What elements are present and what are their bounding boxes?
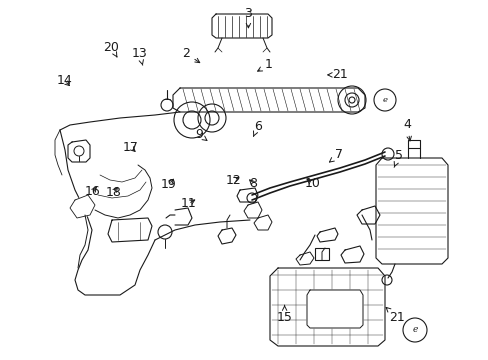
Text: 14: 14 <box>57 75 72 87</box>
Text: 16: 16 <box>85 185 101 198</box>
Text: 9: 9 <box>195 129 206 141</box>
FancyBboxPatch shape <box>314 248 328 260</box>
Text: 4: 4 <box>402 118 410 141</box>
Text: 13: 13 <box>131 47 147 65</box>
Text: 11: 11 <box>180 197 196 210</box>
Text: e: e <box>382 96 386 104</box>
Text: 5: 5 <box>393 149 402 167</box>
Text: 17: 17 <box>123 141 139 154</box>
Polygon shape <box>70 195 95 218</box>
Text: 8: 8 <box>249 177 257 190</box>
Text: e: e <box>411 325 417 334</box>
Text: 1: 1 <box>257 58 272 71</box>
Text: 10: 10 <box>305 177 320 190</box>
Text: 20: 20 <box>103 41 119 57</box>
Polygon shape <box>306 290 362 328</box>
Text: 21: 21 <box>386 307 404 324</box>
Text: 19: 19 <box>161 178 176 191</box>
Text: 2: 2 <box>182 47 199 63</box>
Text: 21: 21 <box>327 68 347 81</box>
Text: 15: 15 <box>276 305 292 324</box>
Text: 12: 12 <box>225 174 241 186</box>
Text: 18: 18 <box>105 186 121 199</box>
Text: 6: 6 <box>253 120 261 136</box>
Text: 3: 3 <box>244 7 252 28</box>
Polygon shape <box>108 218 152 242</box>
Text: 7: 7 <box>329 148 342 162</box>
